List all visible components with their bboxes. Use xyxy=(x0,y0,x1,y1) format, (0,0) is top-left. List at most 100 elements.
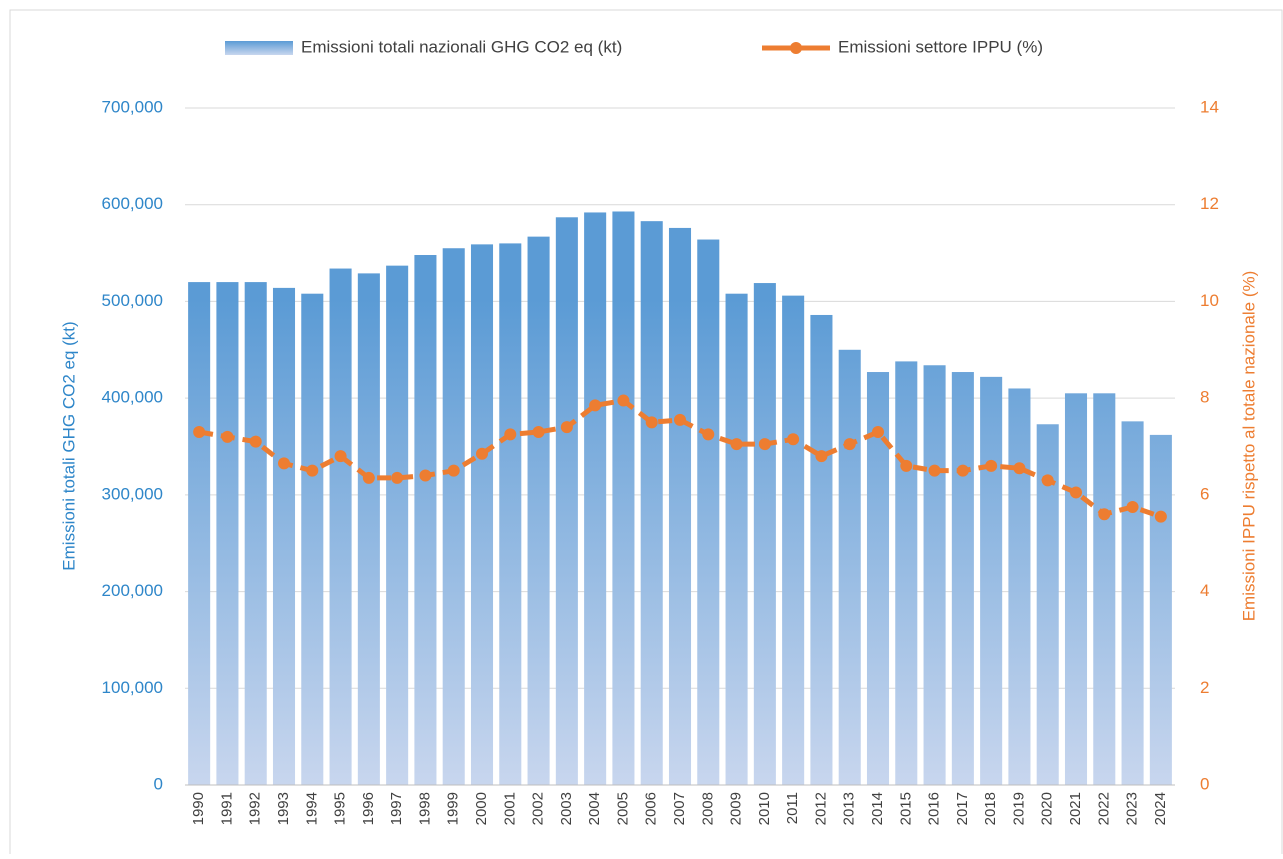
bar xyxy=(272,287,296,785)
line-marker xyxy=(1154,510,1167,523)
line xyxy=(198,397,1162,519)
bar xyxy=(386,265,409,785)
line-marker xyxy=(872,425,884,438)
x-tick-label: 2007 xyxy=(671,792,688,825)
bar xyxy=(414,255,437,785)
line-marker xyxy=(1098,508,1111,521)
y2-tick-label: 4 xyxy=(1200,581,1209,600)
x-tick-label: 2023 xyxy=(1124,792,1141,825)
bar xyxy=(923,365,946,785)
bar xyxy=(329,268,352,785)
line-marker xyxy=(730,438,743,451)
line-marker xyxy=(334,450,347,463)
legend-swatch xyxy=(225,41,293,55)
line-marker xyxy=(928,464,941,477)
bar xyxy=(895,361,918,785)
bar xyxy=(1064,393,1088,785)
line-marker xyxy=(900,459,913,472)
y-tick-label: 700,000 xyxy=(102,97,163,116)
bar xyxy=(1121,421,1144,785)
x-tick-label: 2004 xyxy=(586,792,603,825)
bar xyxy=(810,314,833,785)
line-marker xyxy=(560,421,573,434)
line-marker xyxy=(645,416,658,429)
line-marker xyxy=(221,430,234,443)
line-marker xyxy=(1013,462,1026,475)
y-tick-label: 0 xyxy=(154,774,163,793)
line-marker xyxy=(476,447,488,460)
bar xyxy=(640,221,663,786)
x-tick-label: 2017 xyxy=(954,792,971,825)
x-tick-label: 2016 xyxy=(926,792,943,825)
y-tick-label: 500,000 xyxy=(102,291,163,310)
y2-tick-label: 12 xyxy=(1200,194,1219,213)
line-marker xyxy=(815,450,828,463)
x-tick-label: 2005 xyxy=(614,792,631,825)
line-marker xyxy=(843,438,856,451)
bar xyxy=(980,376,1003,785)
bar xyxy=(584,212,607,786)
bar xyxy=(244,282,267,785)
x-tick-label: 2024 xyxy=(1152,792,1169,825)
y2-tick-label: 6 xyxy=(1200,484,1209,503)
y-tick-label: 600,000 xyxy=(102,194,163,213)
line-marker xyxy=(1126,500,1139,513)
x-tick-label: 2011 xyxy=(784,792,801,824)
bar xyxy=(838,349,861,785)
bar xyxy=(612,211,635,786)
y2-axis-label: Emissioni IPPU rispetto al totale nazion… xyxy=(1239,271,1258,622)
x-tick-label: 1991 xyxy=(218,792,235,825)
bar xyxy=(357,273,380,785)
legend-label: Emissioni totali nazionali GHG CO2 eq (k… xyxy=(301,37,622,56)
line-marker xyxy=(1070,486,1082,499)
line-marker xyxy=(249,435,262,448)
line-marker xyxy=(1041,474,1054,487)
x-tick-label: 1996 xyxy=(360,792,377,825)
y2-tick-label: 8 xyxy=(1200,388,1209,407)
y2-tick-label: 10 xyxy=(1200,291,1219,310)
x-tick-label: 1999 xyxy=(445,792,462,825)
bar xyxy=(188,282,211,785)
x-tick-label: 2013 xyxy=(841,792,858,825)
line-marker xyxy=(391,471,404,484)
bar xyxy=(1149,434,1172,785)
y2-tick-label: 2 xyxy=(1200,678,1209,697)
x-tick-label: 2018 xyxy=(982,792,999,825)
x-tick-label: 1993 xyxy=(275,792,292,825)
x-tick-label: 1997 xyxy=(388,792,405,825)
legend-label: Emissioni settore IPPU (%) xyxy=(838,37,1043,56)
line-marker xyxy=(447,464,460,477)
bar xyxy=(1008,388,1031,785)
bar xyxy=(668,227,692,785)
x-tick-label: 1998 xyxy=(416,792,433,825)
bar xyxy=(1093,393,1116,785)
line-marker xyxy=(419,469,432,482)
x-tick-label: 2014 xyxy=(869,792,886,825)
x-tick-label: 2020 xyxy=(1039,792,1056,825)
bar xyxy=(301,293,324,785)
x-tick-label: 2022 xyxy=(1095,792,1112,825)
x-tick-label: 2003 xyxy=(558,792,575,825)
line-marker xyxy=(702,428,715,441)
x-tick-label: 2008 xyxy=(699,792,716,825)
x-tick-label: 1992 xyxy=(247,792,264,825)
y-tick-label: 300,000 xyxy=(102,484,163,503)
x-tick-label: 2001 xyxy=(501,792,518,825)
x-tick-label: 1990 xyxy=(190,792,207,825)
bar xyxy=(753,283,776,785)
bar xyxy=(1036,424,1059,785)
y-tick-label: 100,000 xyxy=(102,678,163,697)
line-marker xyxy=(362,471,375,484)
y2-tick-label: 0 xyxy=(1200,774,1209,793)
line-marker xyxy=(985,459,998,472)
x-tick-label: 2006 xyxy=(643,792,660,825)
x-tick-label: 2000 xyxy=(473,792,490,825)
line-marker xyxy=(504,428,517,441)
line-marker xyxy=(787,433,800,446)
line-marker xyxy=(956,464,969,477)
bar xyxy=(527,236,550,785)
line-marker xyxy=(758,438,771,451)
bar xyxy=(442,248,465,785)
bar xyxy=(866,372,890,785)
